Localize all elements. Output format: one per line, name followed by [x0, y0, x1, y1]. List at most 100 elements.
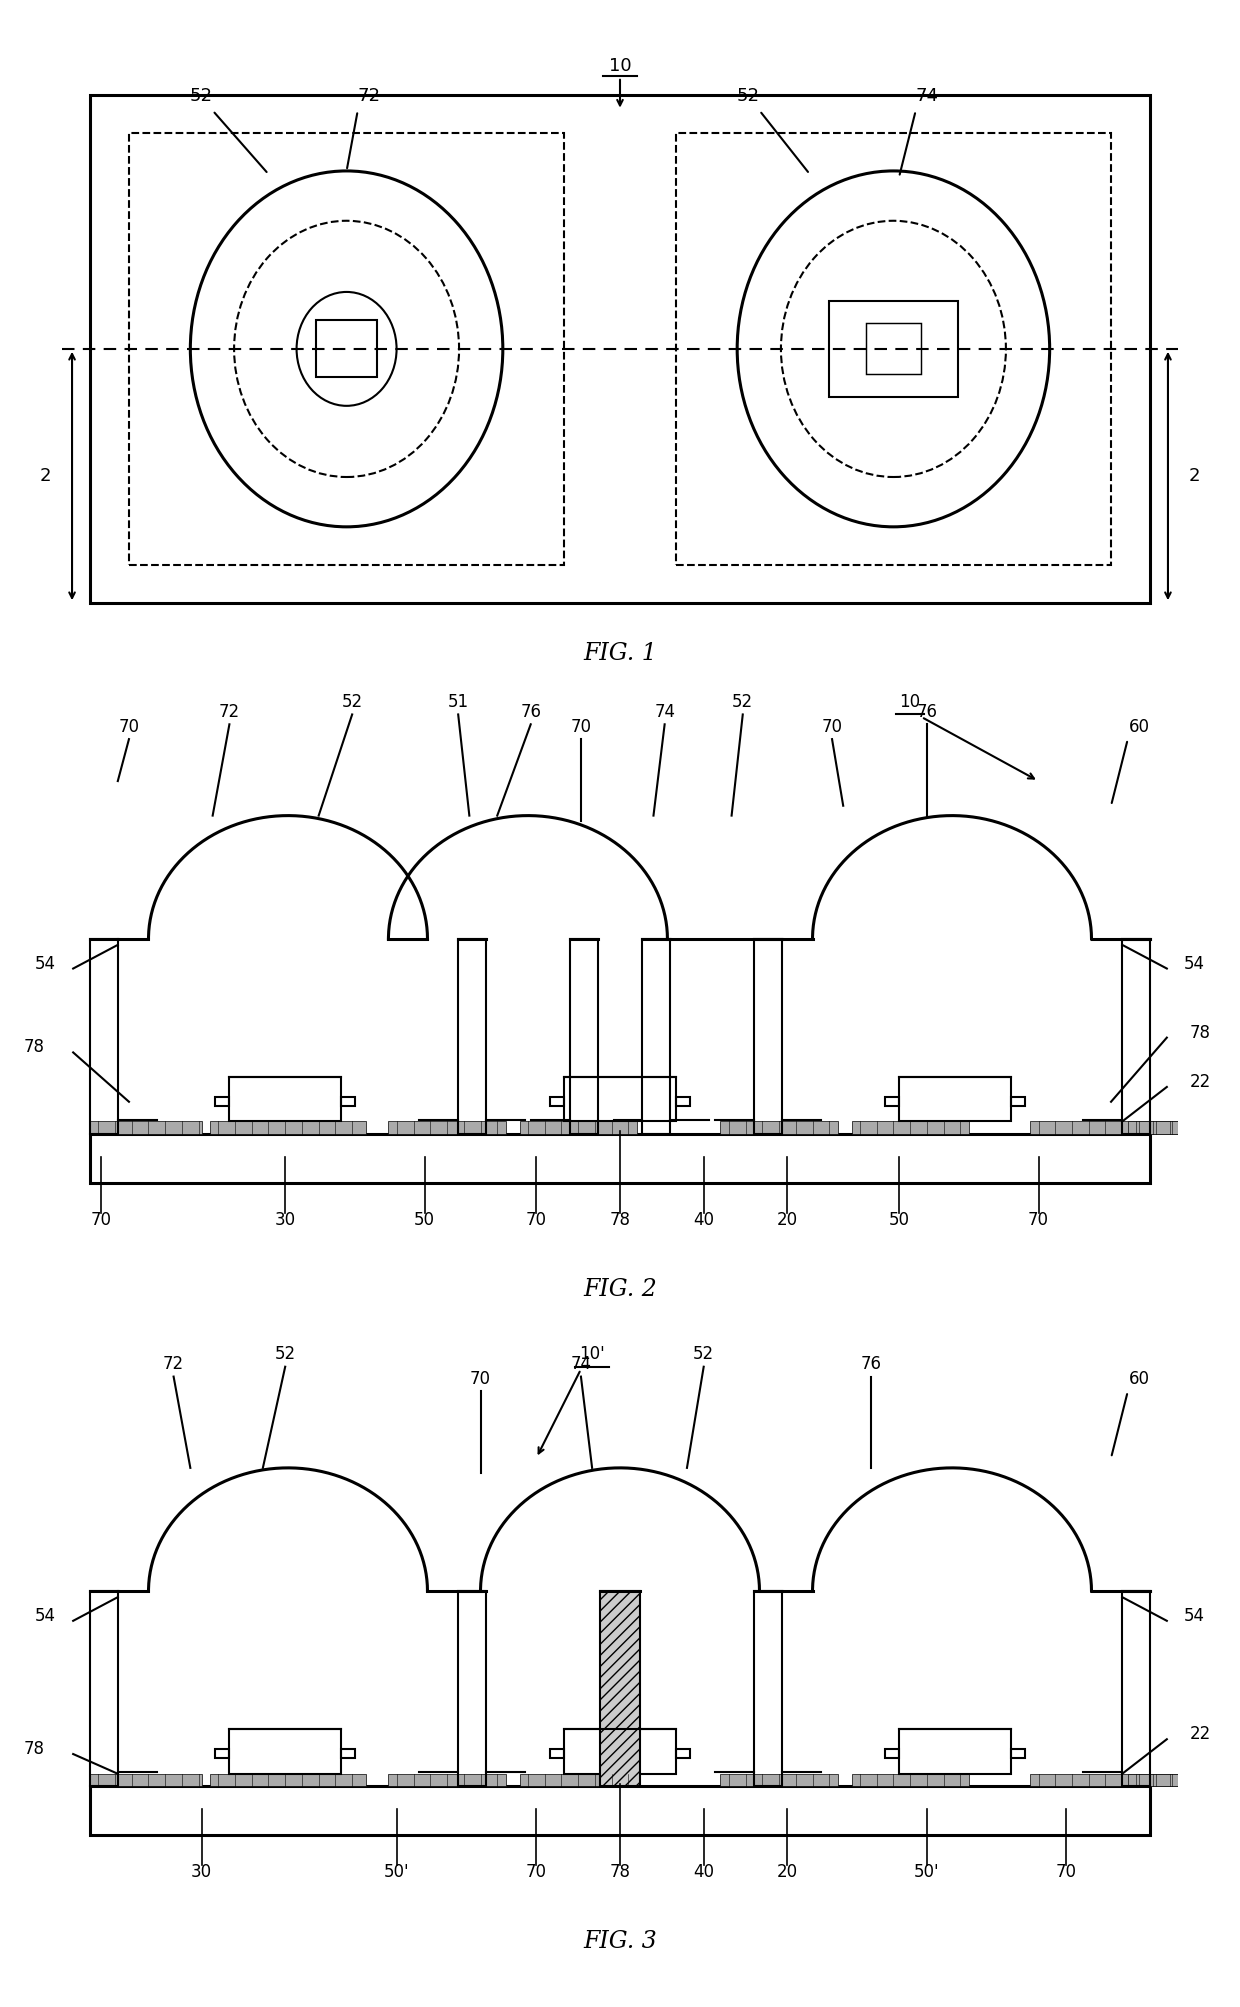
Text: 72: 72 — [357, 86, 381, 104]
Text: 50: 50 — [414, 1210, 435, 1228]
Text: 78: 78 — [1190, 1024, 1210, 1042]
Bar — [676, 1098, 689, 1106]
Bar — [91, 1592, 118, 1786]
Text: 70: 70 — [91, 1210, 112, 1228]
Text: 76: 76 — [521, 702, 541, 721]
Text: 22: 22 — [1189, 1074, 1211, 1092]
Text: 51: 51 — [448, 692, 469, 710]
Bar — [551, 1098, 564, 1106]
Bar — [885, 1750, 899, 1758]
Text: 2: 2 — [1189, 468, 1200, 486]
Text: 54: 54 — [35, 955, 56, 973]
Bar — [676, 1750, 689, 1758]
Bar — [1128, 1122, 1178, 1134]
Bar — [720, 1774, 838, 1786]
Text: 40: 40 — [693, 1862, 714, 1881]
Text: 72: 72 — [218, 702, 241, 721]
Text: 40: 40 — [693, 1210, 714, 1228]
Text: 70: 70 — [119, 719, 139, 737]
Bar — [129, 132, 564, 566]
Bar — [830, 301, 957, 397]
Text: 2: 2 — [40, 468, 51, 486]
Bar — [754, 1592, 782, 1786]
Text: 72: 72 — [162, 1355, 185, 1373]
Bar — [91, 94, 1151, 604]
Bar — [754, 939, 782, 1134]
Text: 70: 70 — [570, 719, 591, 737]
Bar — [216, 1750, 229, 1758]
Bar — [569, 939, 598, 1134]
Bar — [642, 939, 670, 1134]
Bar — [459, 939, 486, 1134]
Text: 78: 78 — [24, 1038, 45, 1056]
Text: 10: 10 — [609, 56, 631, 74]
Text: 20: 20 — [776, 1862, 799, 1881]
Text: 70: 70 — [822, 719, 842, 737]
Bar — [520, 1122, 637, 1134]
Bar — [1030, 1774, 1187, 1786]
Text: 76: 76 — [916, 702, 937, 721]
Text: 60: 60 — [1128, 1371, 1149, 1389]
Bar — [899, 1730, 1011, 1774]
Bar — [1122, 1592, 1151, 1786]
Text: 54: 54 — [1184, 1608, 1205, 1626]
Text: 76: 76 — [861, 1355, 882, 1373]
Text: 78: 78 — [24, 1740, 45, 1758]
Bar — [216, 1098, 229, 1106]
Text: 78: 78 — [610, 1862, 630, 1881]
Text: 22: 22 — [1189, 1726, 1211, 1744]
Text: FIG. 1: FIG. 1 — [583, 642, 657, 666]
Bar — [91, 1122, 201, 1134]
Bar — [91, 939, 118, 1134]
Bar — [564, 1730, 676, 1774]
Bar — [91, 1134, 1151, 1184]
Text: 52: 52 — [693, 1345, 714, 1363]
Text: 52: 52 — [341, 692, 363, 710]
Bar — [551, 1750, 564, 1758]
Bar — [388, 1774, 506, 1786]
Bar — [210, 1774, 366, 1786]
Bar — [885, 1098, 899, 1106]
Text: 52: 52 — [190, 86, 213, 104]
Text: 70: 70 — [526, 1862, 547, 1881]
Text: FIG. 3: FIG. 3 — [583, 1931, 657, 1953]
Bar — [1011, 1098, 1024, 1106]
Text: FIG. 2: FIG. 2 — [583, 1278, 657, 1301]
Bar — [1122, 939, 1151, 1134]
Bar — [866, 323, 921, 375]
Text: 10': 10' — [579, 1345, 605, 1363]
Text: 20: 20 — [776, 1210, 799, 1228]
Bar — [720, 1122, 838, 1134]
Bar — [316, 321, 377, 377]
Bar — [676, 132, 1111, 566]
Bar — [564, 1078, 676, 1122]
Bar — [520, 1774, 637, 1786]
Bar — [341, 1098, 355, 1106]
Text: 52: 52 — [274, 1345, 296, 1363]
Text: 30: 30 — [191, 1862, 212, 1881]
Bar — [600, 1592, 640, 1786]
Text: 60: 60 — [1128, 719, 1149, 737]
Bar — [459, 1592, 486, 1786]
Bar — [388, 1122, 506, 1134]
Text: 30: 30 — [274, 1210, 296, 1228]
Text: 70: 70 — [1056, 1862, 1076, 1881]
Bar — [899, 1078, 1011, 1122]
Text: 54: 54 — [35, 1608, 56, 1626]
Bar — [91, 1786, 1151, 1836]
Bar — [1030, 1122, 1187, 1134]
Text: 52: 52 — [737, 86, 760, 104]
Text: 74: 74 — [915, 86, 939, 104]
Bar — [1128, 1774, 1178, 1786]
Text: 50: 50 — [889, 1210, 909, 1228]
Text: 74: 74 — [655, 702, 675, 721]
Text: 52: 52 — [732, 692, 754, 710]
Bar — [210, 1122, 366, 1134]
Bar — [1011, 1750, 1024, 1758]
Text: 70: 70 — [526, 1210, 547, 1228]
Text: 70: 70 — [470, 1371, 491, 1389]
Bar — [229, 1078, 341, 1122]
Bar — [852, 1122, 968, 1134]
Bar — [852, 1774, 968, 1786]
Text: 50': 50' — [384, 1862, 409, 1881]
